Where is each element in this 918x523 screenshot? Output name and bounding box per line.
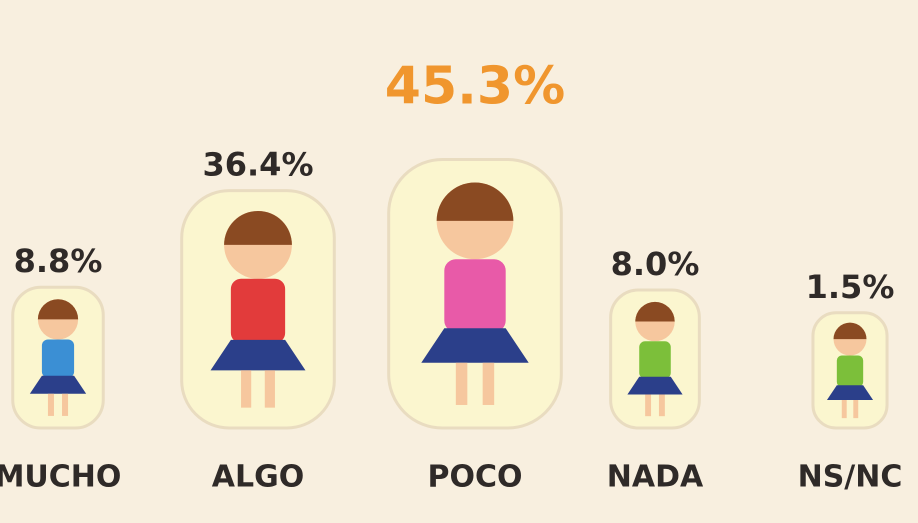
leg: [265, 370, 275, 407]
body: [42, 339, 74, 377]
body: [231, 279, 285, 343]
child-figure: [611, 290, 700, 428]
leg: [645, 394, 651, 416]
leg: [842, 400, 847, 418]
leg: [241, 370, 251, 407]
value-label: 8.8%: [14, 242, 103, 280]
child-figure: [389, 159, 562, 428]
leg: [483, 363, 495, 405]
value-label: 1.5%: [806, 268, 895, 306]
child-figure: [13, 287, 104, 428]
body: [444, 259, 505, 332]
page: 8.8% MUCHO 36.4% ALGO 45.3% POCO 8.0% NADA 1.5% N…: [0, 0, 918, 523]
value-label: 45.3%: [385, 56, 565, 116]
child-figure: [182, 191, 335, 428]
leg: [659, 394, 665, 416]
category-label: POCO: [427, 460, 522, 495]
value-label: 36.4%: [202, 146, 313, 184]
leg: [456, 363, 468, 405]
body: [837, 356, 863, 387]
leg: [62, 394, 68, 416]
category-label: NADA: [607, 460, 704, 495]
leg: [853, 400, 858, 418]
body: [639, 341, 671, 378]
category-label: NS/NC: [798, 460, 903, 495]
category-label: MUCHO: [0, 460, 121, 495]
chart: 8.8% MUCHO 36.4% ALGO 45.3% POCO 8.0% NADA 1.5% N…: [0, 0, 918, 523]
leg: [48, 394, 54, 416]
child-figure: [813, 313, 887, 428]
value-label: 8.0%: [611, 245, 700, 283]
category-label: ALGO: [212, 460, 304, 495]
